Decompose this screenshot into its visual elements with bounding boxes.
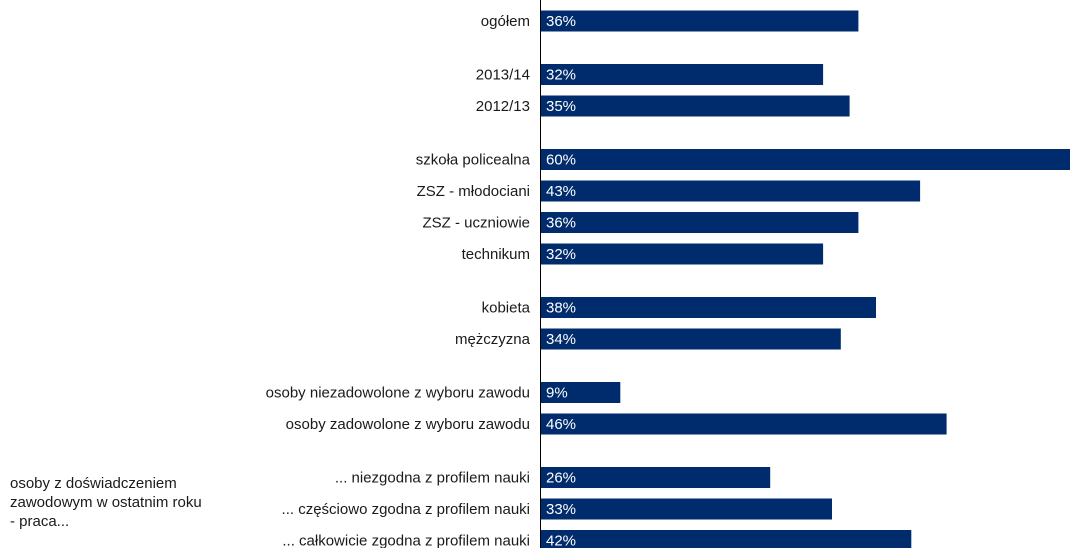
bar xyxy=(541,297,876,318)
category-labels-layer: ogółem 2013/14 2012/13 szkoła policealna ZSZ… xyxy=(266,13,531,548)
value-label: 36% xyxy=(546,215,576,232)
category-label: ... całkowicie zgodna z profilem nauki xyxy=(282,533,530,548)
bar xyxy=(541,180,921,202)
value-label: 36% xyxy=(546,13,576,30)
category-label: ... niezgodna z profilem nauki xyxy=(335,470,530,487)
bar xyxy=(541,467,771,488)
value-label: 32% xyxy=(546,67,576,84)
category-label: ogółem xyxy=(481,13,530,30)
bar xyxy=(541,382,621,403)
bar xyxy=(541,10,859,32)
value-label: 34% xyxy=(546,331,576,348)
category-label: mężczyzna xyxy=(455,331,531,348)
value-label: 43% xyxy=(546,183,576,200)
value-label: 32% xyxy=(546,246,576,263)
value-label: 60% xyxy=(546,152,576,169)
value-label: 9% xyxy=(546,385,568,402)
category-label: osoby niezadowolone z wyboru zawodu xyxy=(266,385,530,402)
value-label: 26% xyxy=(546,470,576,487)
category-label: osoby zadowolone z wyboru zawodu xyxy=(286,416,530,433)
category-label: szkoła policealna xyxy=(416,152,531,169)
value-label: 46% xyxy=(546,416,576,433)
category-label: technikum xyxy=(462,246,530,263)
category-label: kobieta xyxy=(482,300,531,317)
category-label: ZSZ - młodociani xyxy=(417,183,530,200)
bar xyxy=(541,212,859,233)
category-label: ... częściowo zgodna z profilem nauki xyxy=(282,501,530,518)
category-label: 2013/14 xyxy=(476,67,530,84)
bar xyxy=(541,413,947,435)
value-label: 33% xyxy=(546,501,576,518)
bar xyxy=(541,95,850,117)
category-label: 2012/13 xyxy=(476,98,530,115)
value-label: 42% xyxy=(546,533,576,548)
bar xyxy=(541,498,832,520)
value-labels-layer: 36% 32% 35% 60% 43% 36% 32% 38% 34% 9% 46% 26% 33% 42… xyxy=(546,13,576,548)
bars-layer xyxy=(541,10,1070,548)
group-label: osoby z doświadczeniem zawodowym w ostat… xyxy=(10,475,202,530)
bar xyxy=(541,64,824,85)
bar xyxy=(541,530,912,548)
bar xyxy=(541,243,824,265)
bar xyxy=(541,149,1070,170)
value-label: 35% xyxy=(546,98,576,115)
value-label: 38% xyxy=(546,300,576,317)
category-label: ZSZ - uczniowie xyxy=(422,215,530,232)
bar xyxy=(541,328,841,350)
